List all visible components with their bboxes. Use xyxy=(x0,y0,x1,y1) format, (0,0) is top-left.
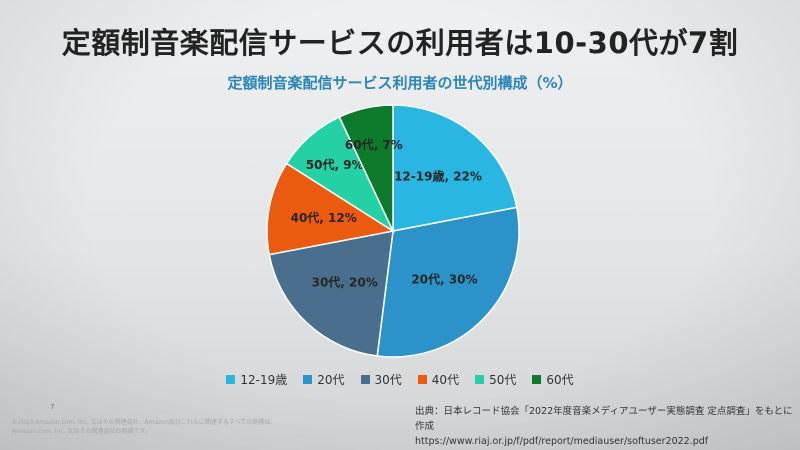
slice-label-5: 60代, 7% xyxy=(345,137,403,152)
legend-label-2: 30代 xyxy=(374,373,402,387)
slide-title: 定額制音楽配信サービスの利用者は10-30代が7割 xyxy=(61,26,739,60)
legend-item-5: 60代 xyxy=(532,371,574,388)
source-url[interactable]: https://www.riaj.or.jp/f/pdf/report/medi… xyxy=(415,436,709,447)
slice-label-4: 50代, 9% xyxy=(306,157,364,172)
pie-slice-5 xyxy=(338,104,394,232)
copyright-notice: ©2023 Amazon.com, Inc. 又はその関連会社。Amazon及び… xyxy=(12,418,312,436)
legend-item-1: 20代 xyxy=(303,371,345,388)
legend-swatch-4 xyxy=(475,375,485,384)
legend-label-1: 20代 xyxy=(317,373,345,387)
copyright-line-2: Amazon.com, Inc. 又はその関連会社の商標です。 xyxy=(12,428,151,435)
legend-label-5: 60代 xyxy=(546,373,574,387)
slice-label-0: 12-19歳, 22% xyxy=(394,169,482,184)
legend-swatch-3 xyxy=(417,375,427,384)
legend-swatch-2 xyxy=(360,375,370,384)
pie-slice-3 xyxy=(266,162,396,256)
slice-label-3: 40代, 12% xyxy=(291,210,357,225)
slice-label-2: 30代, 20% xyxy=(312,274,378,289)
legend-item-3: 40代 xyxy=(417,371,460,388)
pie-chart: 12-19歳, 22% 20代, 30% 30代, 20% 40代, 12% 50代, … xyxy=(266,104,520,358)
copyright-line-1: ©2023 Amazon.com, Inc. 又はその関連会社。Amazon及び… xyxy=(12,419,277,426)
slice-label-1: 20代, 30% xyxy=(411,271,477,286)
pie-slice-1 xyxy=(376,206,520,358)
page-number: 7 xyxy=(50,403,55,411)
chart-legend: 12-19歳 20代 30代 40代 50代 60代 xyxy=(0,371,800,388)
legend-item-0: 12-19歳 xyxy=(226,371,287,388)
pie-slice-2 xyxy=(268,230,394,357)
legend-swatch-0 xyxy=(226,375,236,384)
source-citation: 出典：日本レコード協会「2022年度音楽メディアユーザー実態調査 定点調査」をも… xyxy=(415,406,793,432)
legend-item-2: 30代 xyxy=(360,371,402,388)
legend-label-0: 12-19歳 xyxy=(240,373,288,387)
source-note: 出典：日本レコード協会「2022年度音楽メディアユーザー実態調査 定点調査」をも… xyxy=(415,404,795,449)
legend-swatch-5 xyxy=(532,375,542,384)
legend-label-4: 50代 xyxy=(489,373,517,387)
chart-title: 定額制音楽配信サービス利用者の世代別構成（%） xyxy=(227,74,573,92)
legend-label-3: 40代 xyxy=(431,373,460,387)
pie-slice-0 xyxy=(392,104,518,232)
legend-item-4: 50代 xyxy=(475,371,516,388)
legend-swatch-1 xyxy=(303,375,313,384)
